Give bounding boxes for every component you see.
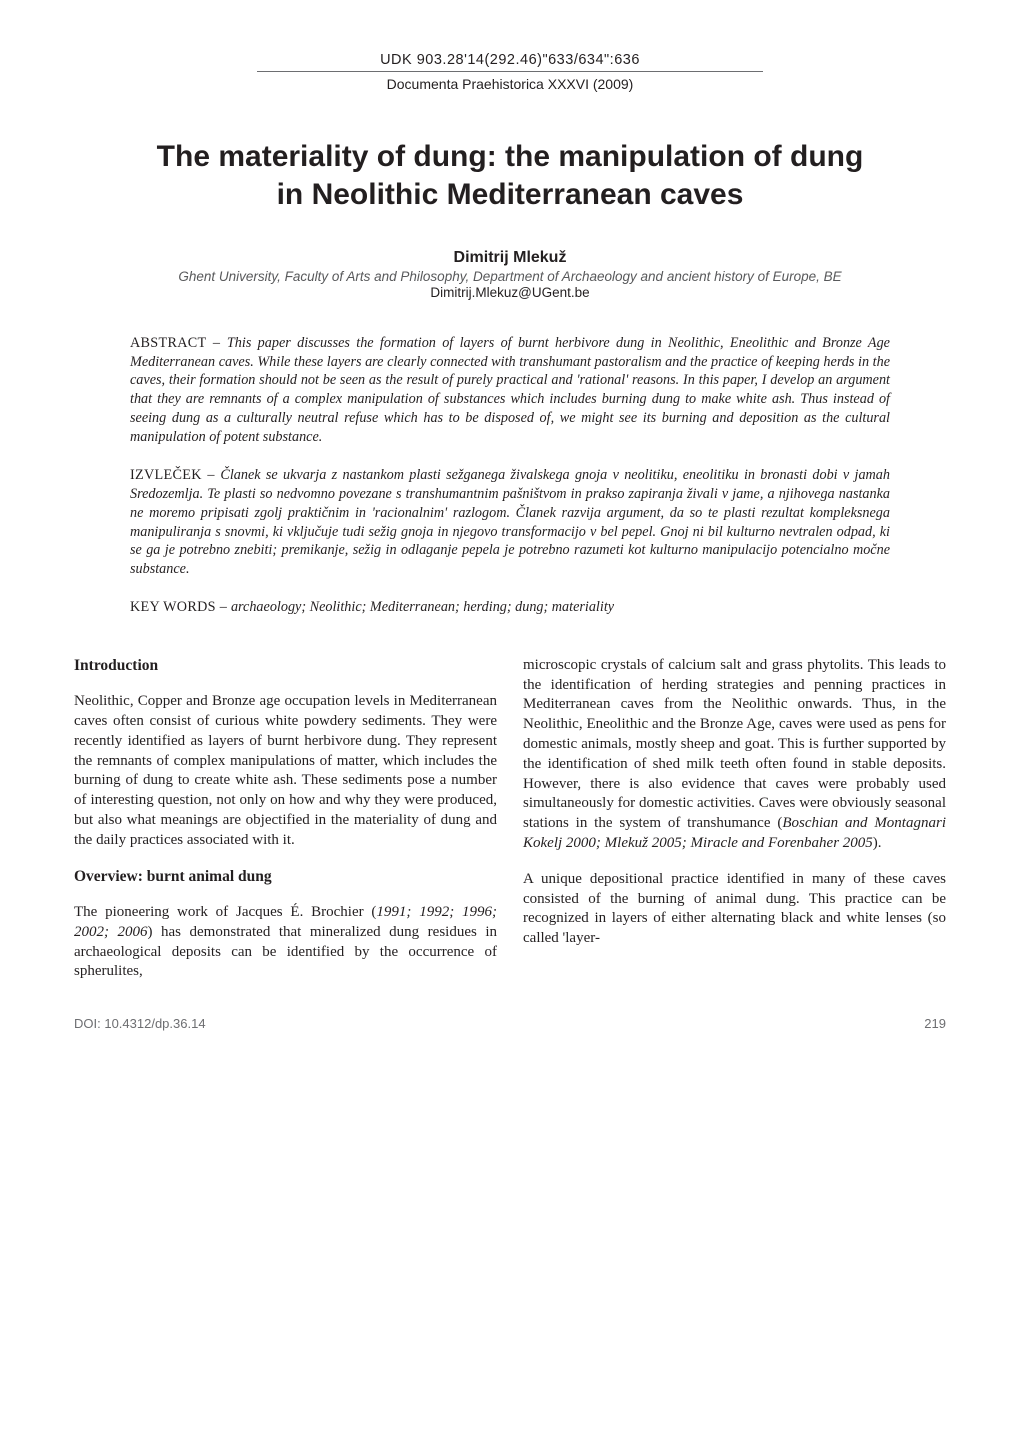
abstract-en-label: ABSTRACT – <box>130 335 227 351</box>
abstract-slovenian: IZVLEČEK – Članek se ukvarja z nastankom… <box>130 466 890 578</box>
overview-paragraph-1: The pioneering work of Jacques É. Brochi… <box>74 903 497 982</box>
overview-p2-text-b: ). <box>873 835 882 851</box>
abstract-sl-label: IZVLEČEK – <box>130 467 220 483</box>
overview-p2-text-a: microscopic crystals of calcium salt and… <box>523 657 946 831</box>
header-block: UDK 903.28'14(292.46)"633/634":636 Docum… <box>74 52 946 92</box>
author-email: Dimitrij.Mlekuz@UGent.be <box>74 285 946 300</box>
journal-citation: Documenta Praehistorica XXXVI (2009) <box>74 76 946 92</box>
author-affiliation: Ghent University, Faculty of Arts and Ph… <box>74 269 946 284</box>
section-head-overview: Overview: burnt animal dung <box>74 867 497 887</box>
doi-label: DOI: 10.4312/dp.36.14 <box>74 1016 206 1031</box>
body-columns: Introduction Neolithic, Copper and Bronz… <box>74 656 946 982</box>
page-footer: DOI: 10.4312/dp.36.14 219 <box>74 1016 946 1031</box>
section-head-introduction: Introduction <box>74 656 497 676</box>
udk-code: UDK 903.28'14(292.46)"633/634":636 <box>74 52 946 68</box>
page-number: 219 <box>924 1016 946 1031</box>
overview-p1-text-a: The pioneering work of Jacques É. Brochi… <box>74 904 376 920</box>
title-line-1: The materiality of dung: the manipulatio… <box>157 140 864 173</box>
header-rule <box>257 71 763 72</box>
abstract-english: ABSTRACT – This paper discusses the form… <box>130 334 890 446</box>
keywords-text: archaeology; Neolithic; Mediterranean; h… <box>231 599 614 615</box>
keywords-block: KEY WORDS – archaeology; Neolithic; Medi… <box>130 599 890 616</box>
keywords-label: KEY WORDS – <box>130 599 231 615</box>
abstract-sl-text: Članek se ukvarja z nastankom plasti sež… <box>130 467 890 577</box>
intro-paragraph: Neolithic, Copper and Bronze age occupat… <box>74 692 497 850</box>
overview-paragraph-3: A unique depositional practice identifie… <box>523 870 946 949</box>
article-title: The materiality of dung: the manipulatio… <box>114 138 906 213</box>
abstract-en-text: This paper discusses the formation of la… <box>130 335 890 445</box>
title-line-2: in Neolithic Mediterranean caves <box>277 178 744 211</box>
author-name: Dimitrij Mlekuž <box>74 249 946 267</box>
overview-paragraph-2: microscopic crystals of calcium salt and… <box>523 656 946 854</box>
